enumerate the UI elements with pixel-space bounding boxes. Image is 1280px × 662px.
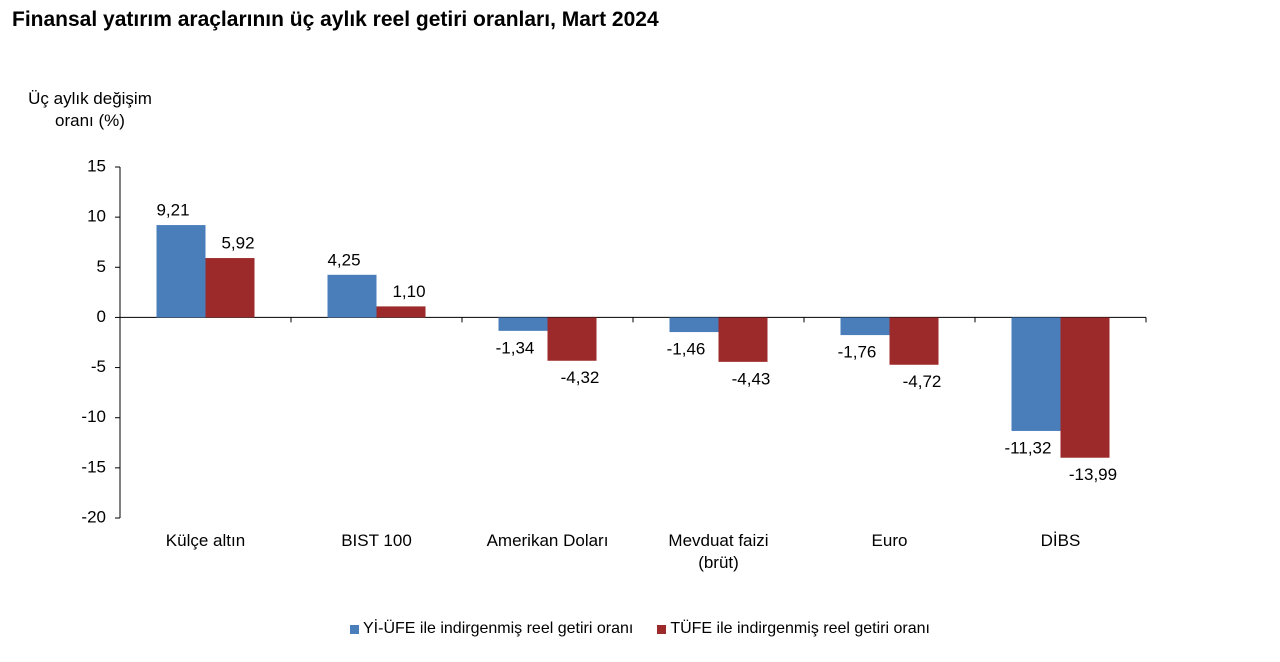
legend-label: TÜFE ile indirgenmiş reel getiri oranı [670,620,930,637]
legend-label: Yİ-ÜFE ile indirgenmiş reel getiri oranı [363,620,634,637]
legend-item: Yİ-ÜFE ile indirgenmiş reel getiri oranı [350,620,633,638]
bar [547,317,597,361]
bar [205,258,255,318]
bar [669,317,719,333]
value-label: -4,43 [732,369,771,388]
legend-item: TÜFE ile indirgenmiş reel getiri oranı [657,620,930,638]
x-tick-label: Külçe altın [165,531,246,550]
value-label: -1,46 [667,340,706,359]
bar [1060,317,1110,458]
value-label: -11,32 [1005,438,1052,457]
value-label: -1,76 [838,343,877,362]
y-axis-label: Üç aylık değişim oranı (%) [28,89,152,130]
value-label: 5,92 [221,234,254,253]
x-tick-label: Amerikan Doları [486,531,609,550]
bar [718,317,768,362]
value-label: 4,25 [327,250,360,269]
bar [376,306,426,318]
value-label: 1,10 [392,282,425,301]
value-label: -4,72 [903,372,942,391]
legend-swatch [657,624,667,634]
chart-title: Finansal yatırım araçlarının üç aylık re… [12,8,659,31]
value-label: 9,21 [156,201,189,220]
x-tick-label: DİBS [1040,531,1081,550]
x-tick-label: Euro [871,531,908,550]
y-tick-label: -10 [81,407,106,426]
y-tick-label: 10 [87,207,106,226]
value-label: -4,32 [561,368,600,387]
bar [1011,317,1061,431]
value-label: -13,99 [1069,465,1117,484]
legend: Yİ-ÜFE ile indirgenmiş reel getiri oranı… [0,620,1280,638]
bar [889,317,939,365]
value-label: -1,34 [496,338,535,357]
y-tick-label: -5 [91,357,106,376]
bar [498,317,548,331]
bar [840,317,890,336]
x-tick-label: Mevduat faizi (brüt) [668,531,769,572]
legend-swatch [350,624,359,634]
y-tick-label: 0 [97,307,106,326]
y-tick-label: 5 [97,257,106,276]
bar [156,225,206,318]
bar [327,274,377,318]
x-tick-label: BIST 100 [341,531,412,550]
y-tick-label: -20 [81,507,106,526]
y-tick-label: -15 [81,457,106,476]
y-tick-label: 15 [87,156,106,175]
